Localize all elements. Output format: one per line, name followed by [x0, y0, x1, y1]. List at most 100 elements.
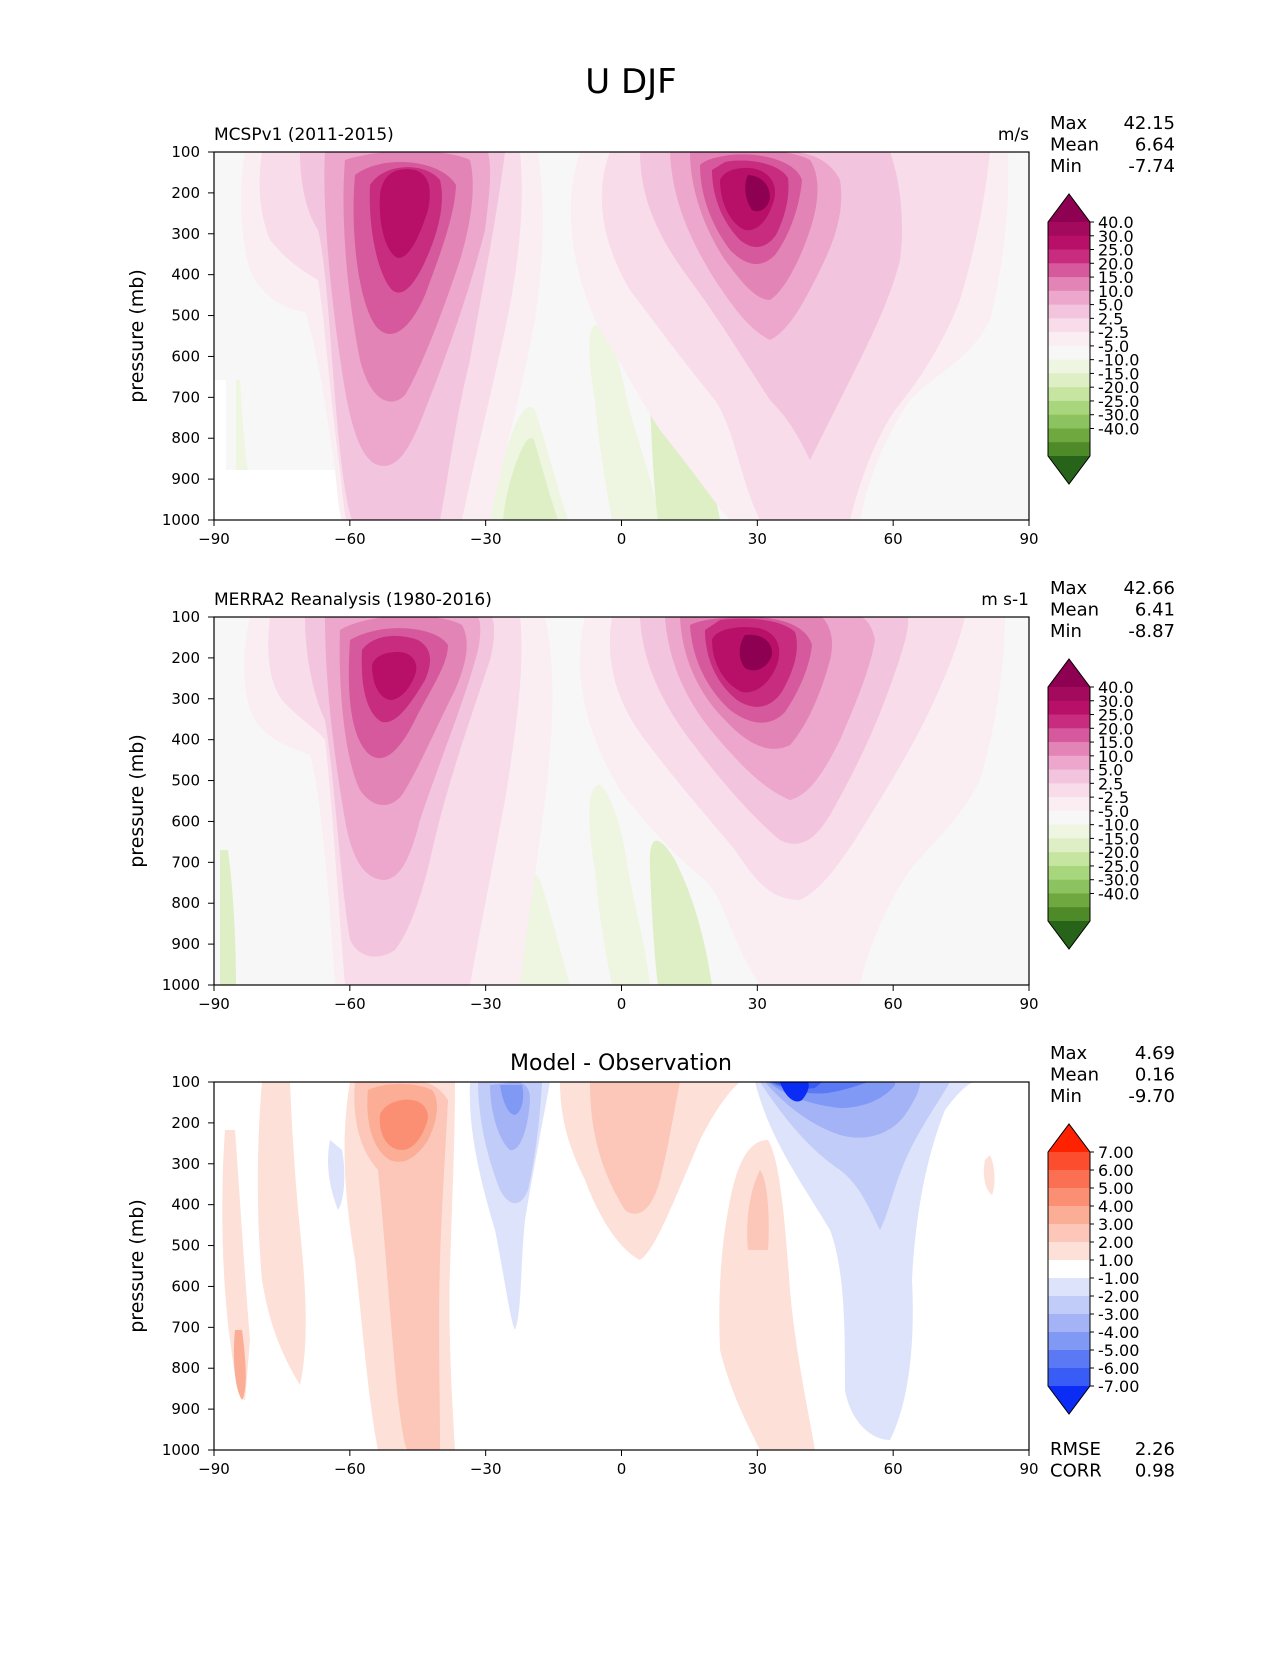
colorbar-swatch — [1048, 1260, 1090, 1279]
colorbar-swatch — [1048, 1152, 1090, 1171]
x-tick-label: 0 — [617, 995, 627, 1013]
axes-and-legends: −90 −60 −30 0 30 60 90100200300400500600700800… — [126, 113, 1175, 1482]
y-tick-label: 600 — [171, 347, 200, 365]
colorbar-label: 3.00 — [1098, 1215, 1134, 1234]
stat-label: Min — [1050, 156, 1082, 177]
colorbar-label: 30.0 — [1098, 227, 1134, 246]
colorbar-label: 5.0 — [1098, 761, 1123, 780]
colorbar-label: -10.0 — [1098, 351, 1139, 370]
colorbar-extend-min — [1048, 921, 1090, 949]
colorbar-swatch — [1048, 332, 1090, 347]
colorbar-swatch — [1048, 1224, 1090, 1243]
colorbar-outline — [1047, 193, 1091, 485]
colorbar-swatch — [1048, 1170, 1090, 1189]
colorbar-swatch — [1048, 893, 1090, 908]
colorbar-label: -2.5 — [1098, 788, 1129, 807]
y-tick-label: 900 — [171, 1400, 200, 1418]
y-tick-label: 800 — [171, 1359, 200, 1377]
colorbar-swatch — [1048, 687, 1090, 702]
colorbar-swatch — [1048, 428, 1090, 443]
y-tick-label: 900 — [171, 470, 200, 488]
colorbar-label: -40.0 — [1098, 419, 1139, 438]
y-tick-label: 300 — [171, 1155, 200, 1173]
axes-panel-1: −90 −60 −30 0 30 60 90 100 200 300 400 500 600 700 800… — [126, 113, 1175, 548]
x-tick-label: 0 — [617, 1460, 627, 1478]
colorbar-swatch — [1048, 1350, 1090, 1369]
y-tick-label: 1000 — [162, 976, 200, 994]
stat-label: Min — [1050, 621, 1082, 642]
stat-label: RMSE — [1050, 1439, 1101, 1460]
colorbar-swatch — [1048, 1188, 1090, 1207]
colorbar: 40.030.025.020.015.010.05.02.5-2.5-5.0-1… — [1047, 658, 1139, 950]
colorbar-label: -10.0 — [1098, 816, 1139, 835]
stat-value: 0.98 — [1135, 1461, 1175, 1482]
stat-value: 6.41 — [1135, 600, 1175, 621]
stat-value: 4.69 — [1135, 1043, 1175, 1064]
colorbar-swatch — [1048, 865, 1090, 881]
x-tick-label: 90 — [1019, 1460, 1038, 1478]
colorbar-swatch — [1048, 387, 1090, 402]
stat-label: Mean — [1050, 1065, 1099, 1086]
colorbar-swatch — [1048, 235, 1090, 251]
colorbar-swatch — [1048, 755, 1090, 771]
y-tick-label: 300 — [171, 225, 200, 243]
colorbar-swatch — [1048, 249, 1090, 264]
colorbar-swatch — [1048, 304, 1090, 319]
y-tick-label: 700 — [171, 388, 200, 406]
colorbar-label: 7.00 — [1098, 1143, 1134, 1162]
stat-value: -7.74 — [1128, 156, 1175, 177]
y-tick-label: 700 — [171, 853, 200, 871]
y-tick-label: 800 — [171, 894, 200, 912]
colorbar-swatch — [1048, 700, 1090, 716]
colorbar-label: -7.00 — [1098, 1377, 1139, 1396]
colorbar-label: 1.00 — [1098, 1251, 1134, 1270]
colorbar-label: 10.0 — [1098, 282, 1134, 301]
x-tick-label: 90 — [1019, 530, 1038, 548]
y-tick-label: 600 — [171, 812, 200, 830]
y-tick-label: 500 — [171, 1237, 200, 1255]
colorbar-swatch — [1048, 1314, 1090, 1333]
colorbar-swatch — [1048, 907, 1090, 922]
colorbar-swatch — [1048, 345, 1090, 361]
colorbar-label: -5.0 — [1098, 337, 1129, 356]
x-tick-label: −30 — [470, 995, 502, 1013]
stat-value: 42.15 — [1123, 113, 1175, 134]
contour-field-difference — [214, 1082, 1029, 1450]
stat-value: 0.16 — [1135, 1065, 1175, 1086]
panel-title-center: Model - Observation — [510, 1051, 732, 1076]
y-tick-label: 1000 — [162, 511, 200, 529]
colorbar-swatch — [1048, 1368, 1090, 1387]
colorbar-swatch — [1048, 400, 1090, 416]
colorbar-label: -4.00 — [1098, 1323, 1139, 1342]
colorbar-label: 2.5 — [1098, 309, 1123, 328]
colorbar-label: 15.0 — [1098, 268, 1134, 287]
colorbar-label: 20.0 — [1098, 254, 1134, 273]
panel-units: m/s — [998, 125, 1029, 145]
colorbar-label: 2.00 — [1098, 1233, 1134, 1252]
colorbar-swatch — [1048, 1332, 1090, 1351]
y-tick-label: 900 — [171, 935, 200, 953]
stat-value: 6.64 — [1135, 135, 1175, 156]
panel-title-left: MCSPv1 (2011-2015) — [214, 125, 394, 145]
stat-label: Mean — [1050, 600, 1099, 621]
colorbar-label: -3.00 — [1098, 1305, 1139, 1324]
colorbar-label: -30.0 — [1098, 406, 1139, 425]
y-tick-label: 200 — [171, 184, 200, 202]
figure-title: U DJF — [585, 62, 676, 102]
colorbar-swatch — [1048, 277, 1090, 292]
y-tick-label: 600 — [171, 1277, 200, 1295]
colorbar-label: 15.0 — [1098, 733, 1134, 752]
colorbar-label: -15.0 — [1098, 829, 1139, 848]
y-tick-label: 400 — [171, 1196, 200, 1214]
y-axis-label: pressure (mb) — [126, 734, 148, 868]
x-tick-label: 60 — [884, 530, 903, 548]
stat-value: 2.26 — [1135, 1439, 1175, 1460]
stat-value: -9.70 — [1128, 1086, 1175, 1107]
y-tick-label: 100 — [171, 608, 200, 626]
colorbar-swatch — [1048, 318, 1090, 333]
colorbar-swatch — [1048, 373, 1090, 388]
colorbar-label: 6.00 — [1098, 1161, 1134, 1180]
colorbar-swatch — [1048, 1206, 1090, 1225]
colorbar-label: -25.0 — [1098, 392, 1139, 411]
